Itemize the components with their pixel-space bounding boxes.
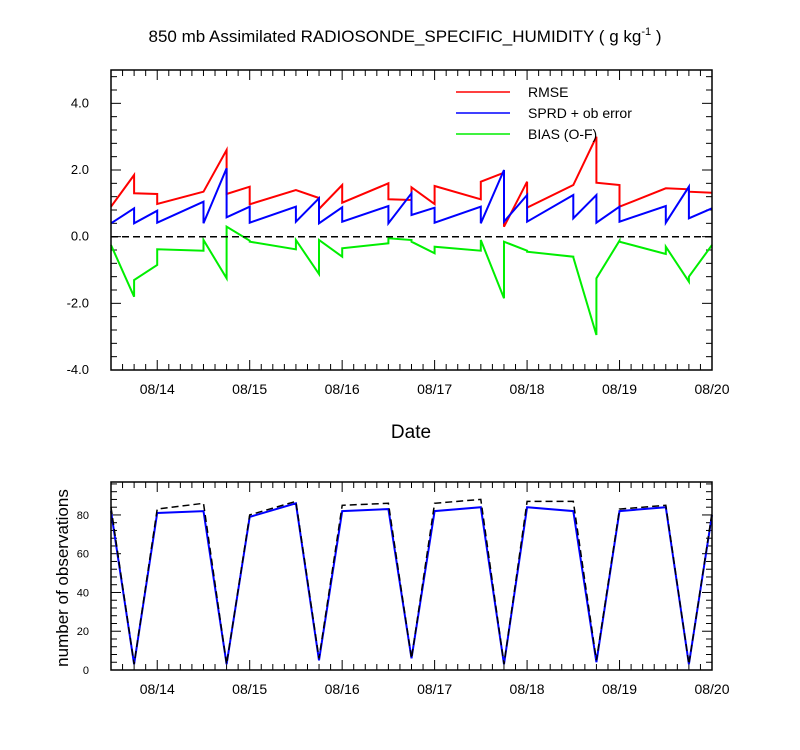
x-tick-label-08-19: 08/19 xyxy=(602,681,637,697)
y-tick-label-60: 60 xyxy=(77,549,89,561)
series-line-assimilated xyxy=(110,502,713,665)
legend-label-bias: BIAS (O-F) xyxy=(528,126,597,142)
x-tick-label-08-15: 08/15 xyxy=(232,681,267,697)
x-tick-label-08-17: 08/17 xyxy=(417,381,452,397)
top-plot-frame xyxy=(110,69,713,371)
y-tick-label-80: 80 xyxy=(77,510,89,522)
chart-title: 850 mb Assimilated RADIOSONDE_SPECIFIC_H… xyxy=(149,26,662,46)
y-axis-label-observations: number of observations xyxy=(53,489,72,667)
x-tick-label-08-14: 08/14 xyxy=(140,381,175,397)
bottom-plot-area: 08/14 08/15 08/16 08/17 08/18 08/19 08/20 0 20 40… xyxy=(77,482,730,697)
x-tick-label-08-14: 08/14 xyxy=(140,681,175,697)
y-tick-label-0-0: 0.0 xyxy=(71,229,89,244)
x-tick-label-08-19: 08/19 xyxy=(602,381,637,397)
legend-label-sprd: SPRD + ob error xyxy=(528,105,632,121)
bottom-plot-frame xyxy=(110,481,713,671)
series-line-total xyxy=(110,498,713,665)
y-tick-label-40: 40 xyxy=(77,587,89,599)
x-tick-label-08-16: 08/16 xyxy=(325,381,360,397)
y-tick-label-0: 0 xyxy=(83,665,89,677)
x-tick-label-08-18: 08/18 xyxy=(510,681,545,697)
x-tick-label-08-20: 08/20 xyxy=(694,381,729,397)
x-tick-label-08-18: 08/18 xyxy=(510,381,545,397)
y-tick-label-2-0: 2.0 xyxy=(71,162,89,177)
x-tick-label-08-16: 08/16 xyxy=(325,681,360,697)
legend: RMSE SPRD + ob error BIAS (O-F) xyxy=(456,84,632,142)
y-tick-label-4-0: 4.0 xyxy=(71,95,89,110)
y-tick-label-20: 20 xyxy=(77,626,89,638)
x-axis-label: Date xyxy=(391,422,431,443)
chart-title-superscript: -1 xyxy=(641,26,651,38)
legend-label-rmse: RMSE xyxy=(528,84,568,100)
chart-title-end: ) xyxy=(651,27,661,46)
chart-title-main: 850 mb Assimilated RADIOSONDE_SPECIFIC_H… xyxy=(149,27,642,46)
top-plot-area: 08/14 08/15 08/16 08/17 08/18 08/19 08/20 -4.0 -… xyxy=(67,70,730,397)
series-line-bias-o-f xyxy=(110,224,713,336)
y-tick-label-4-0: -4.0 xyxy=(67,362,89,377)
x-tick-label-08-15: 08/15 xyxy=(232,381,267,397)
y-tick-label-2-0: -2.0 xyxy=(67,295,89,310)
series-line-sprd-ob-error xyxy=(110,167,713,227)
x-tick-label-08-20: 08/20 xyxy=(694,681,729,697)
x-tick-label-08-17: 08/17 xyxy=(417,681,452,697)
